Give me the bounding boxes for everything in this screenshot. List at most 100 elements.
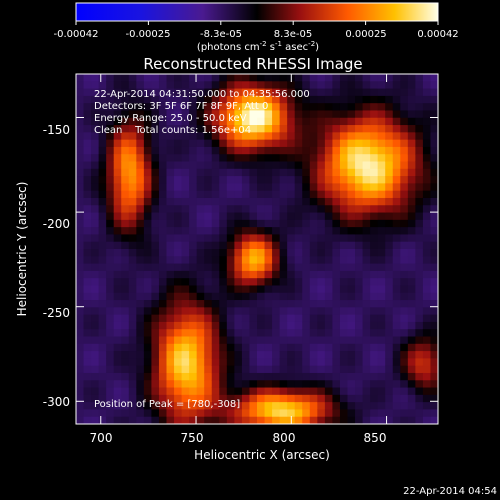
heatmap-cell bbox=[377, 161, 386, 170]
heatmap-cell bbox=[362, 416, 371, 425]
heatmap-cell bbox=[422, 95, 431, 104]
heatmap-cell bbox=[128, 103, 137, 111]
heatmap-cell bbox=[415, 358, 424, 367]
heatmap-cell bbox=[400, 74, 409, 82]
heatmap-cell bbox=[106, 387, 115, 396]
heatmap-cell bbox=[392, 365, 401, 374]
heatmap-cell bbox=[317, 321, 326, 330]
heatmap-cell bbox=[332, 387, 341, 396]
heatmap-cell bbox=[430, 329, 439, 337]
heatmap-cell bbox=[294, 154, 303, 162]
heatmap-cell bbox=[189, 227, 198, 235]
heatmap-cell bbox=[309, 234, 318, 243]
heatmap-cell bbox=[385, 372, 394, 381]
heatmap-cell bbox=[264, 161, 273, 170]
heatmap-cell bbox=[234, 95, 243, 104]
heatmap-cell bbox=[385, 146, 394, 155]
heatmap-cell bbox=[158, 241, 167, 250]
heatmap-cell bbox=[83, 256, 92, 264]
heatmap-cell bbox=[121, 394, 130, 403]
heatmap-cell bbox=[392, 372, 401, 381]
heatmap-cell bbox=[385, 270, 394, 279]
heatmap-cell bbox=[174, 197, 182, 206]
heatmap-cell bbox=[128, 125, 137, 133]
heatmap-cell bbox=[309, 321, 318, 330]
heatmap-cell bbox=[362, 336, 371, 345]
heatmap-cell bbox=[257, 117, 265, 126]
heatmap-cell bbox=[294, 219, 303, 228]
heatmap-cell bbox=[339, 380, 348, 388]
heatmap-cell bbox=[234, 212, 243, 221]
heatmap-cell bbox=[174, 263, 182, 272]
heatmap-cell bbox=[362, 292, 371, 301]
info-line-clean: Clean Total counts: 1.56e+04 bbox=[94, 125, 251, 136]
heatmap-cell bbox=[211, 219, 220, 228]
heatmap-cell bbox=[204, 256, 213, 264]
heatmap-cell bbox=[302, 249, 311, 257]
heatmap-cell bbox=[407, 110, 416, 119]
heatmap-cell bbox=[174, 95, 182, 104]
heatmap-cell bbox=[347, 416, 356, 425]
heatmap-cell bbox=[113, 270, 122, 279]
heatmap-cell bbox=[332, 307, 341, 316]
heatmap-cell bbox=[385, 307, 394, 316]
heatmap-cell bbox=[189, 409, 198, 418]
heatmap-cell bbox=[234, 190, 243, 199]
heatmap-cell bbox=[181, 365, 190, 374]
heatmap-cell bbox=[211, 256, 220, 264]
heatmap-cell bbox=[226, 263, 235, 272]
heatmap-cell bbox=[279, 154, 288, 162]
heatmap-cell bbox=[415, 307, 424, 316]
heatmap-cell bbox=[174, 300, 182, 308]
heatmap-cell bbox=[234, 343, 243, 352]
heatmap-cell bbox=[136, 351, 145, 359]
heatmap-cell bbox=[430, 132, 439, 141]
heatmap-cell bbox=[234, 183, 243, 192]
heatmap-cell bbox=[136, 88, 145, 97]
heatmap-cell bbox=[362, 394, 371, 403]
heatmap-cell bbox=[355, 409, 363, 418]
heatmap-cell bbox=[181, 278, 190, 286]
heatmap-cell bbox=[362, 132, 371, 141]
heatmap-cell bbox=[332, 103, 341, 111]
heatmap-cell bbox=[309, 183, 318, 192]
heatmap-cell bbox=[76, 74, 84, 82]
heatmap-cell bbox=[294, 321, 303, 330]
heatmap-cell bbox=[121, 300, 130, 308]
heatmap-cell bbox=[83, 394, 92, 403]
heatmap-cell bbox=[166, 263, 175, 272]
heatmap-cell bbox=[407, 263, 416, 272]
heatmap-cell bbox=[211, 139, 220, 148]
heatmap-cell bbox=[287, 329, 296, 337]
heatmap-cell bbox=[136, 176, 145, 184]
heatmap-cell bbox=[189, 365, 198, 374]
heatmap-cell bbox=[211, 176, 220, 184]
heatmap-cell bbox=[121, 234, 130, 243]
heatmap-cell bbox=[211, 409, 220, 418]
heatmap-cell bbox=[136, 416, 145, 425]
heatmap-cell bbox=[98, 212, 107, 221]
heatmap-cell bbox=[249, 402, 258, 410]
heatmap-cell bbox=[332, 81, 341, 89]
heatmap-cell bbox=[407, 176, 416, 184]
heatmap-cell bbox=[339, 409, 348, 418]
heatmap-cell bbox=[422, 249, 431, 257]
heatmap-cell bbox=[422, 285, 431, 294]
heatmap-cell bbox=[226, 314, 235, 323]
heatmap-cell bbox=[83, 103, 92, 111]
heatmap-cell bbox=[166, 351, 175, 359]
heatmap-cell bbox=[166, 256, 175, 264]
heatmap-cell bbox=[415, 74, 424, 82]
heatmap-cell bbox=[279, 241, 288, 250]
heatmap-cell bbox=[362, 110, 371, 119]
heatmap-cell bbox=[136, 285, 145, 294]
heatmap-cell bbox=[143, 132, 152, 141]
heatmap-cell bbox=[98, 81, 107, 89]
heatmap-cell bbox=[166, 387, 175, 396]
heatmap-cell bbox=[385, 139, 394, 148]
heatmap-cell bbox=[249, 176, 258, 184]
heatmap-cell bbox=[392, 416, 401, 425]
heatmap-cell bbox=[151, 278, 160, 286]
heatmap-cell bbox=[98, 343, 107, 352]
heatmap-cell bbox=[370, 343, 379, 352]
